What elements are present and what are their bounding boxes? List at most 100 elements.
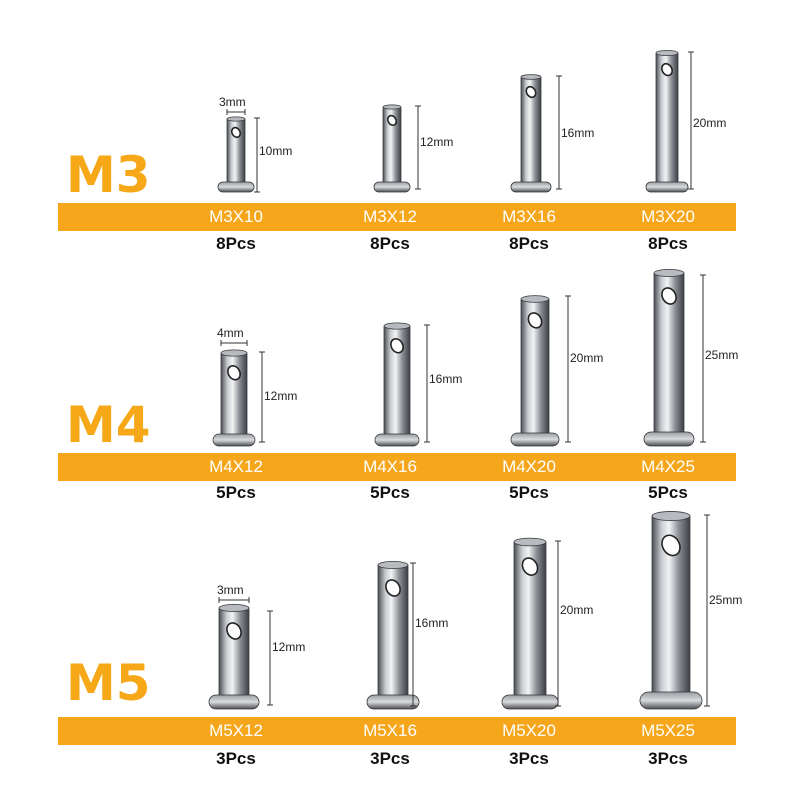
pin-size-label: M4X16 (363, 457, 417, 476)
pin-head (501, 694, 559, 710)
size-band (58, 717, 736, 745)
length-label: 25mm (709, 593, 743, 607)
pin-tip (383, 322, 411, 330)
pin-hole (527, 312, 543, 329)
length-dimension (688, 51, 694, 190)
pin-size-label: M5X16 (363, 721, 417, 740)
length-label: 16mm (561, 126, 595, 140)
size-label: M4 (66, 396, 151, 454)
diameter-dimension (226, 109, 246, 115)
pin-size-label: M3X12 (363, 207, 417, 226)
length-label: 20mm (560, 603, 594, 617)
pin-size-label: M5X25 (641, 721, 695, 740)
pin-tip (520, 295, 550, 303)
pin-quantity: 5Pcs (216, 483, 256, 502)
pin-tip (655, 49, 679, 57)
pin-hole (385, 579, 401, 597)
pin-size-label: M4X25 (641, 457, 695, 476)
length-dimension (556, 75, 562, 190)
clevis-pin (217, 116, 255, 193)
pin-quantity: 8Pcs (216, 234, 256, 253)
length-dimension (700, 274, 706, 443)
size-label: M3 (66, 146, 151, 204)
length-label: 20mm (693, 116, 727, 130)
diameter-label: 4mm (217, 326, 244, 340)
pin-hole (661, 287, 677, 305)
pin-head (645, 181, 689, 193)
pin-tip (520, 74, 542, 80)
clevis-pin (366, 561, 420, 710)
pin-hole (390, 338, 404, 354)
pin-tip (651, 511, 691, 521)
pin-quantity: 3Pcs (509, 749, 549, 768)
length-dimension (254, 117, 260, 193)
pin-head (217, 181, 255, 193)
pin-head (374, 433, 420, 447)
clevis-pin (373, 104, 411, 193)
length-label: 25mm (705, 348, 739, 362)
pin-size-label: M3X16 (502, 207, 556, 226)
pin-tip (377, 561, 409, 570)
pin-tip (226, 116, 246, 122)
clevis-pin (374, 322, 420, 447)
pin-hole (660, 62, 674, 77)
pin-hole (386, 114, 398, 126)
length-label: 20mm (570, 351, 604, 365)
pin-shaft (220, 351, 248, 438)
pin-hole (227, 365, 241, 381)
pin-quantity: 8Pcs (370, 234, 410, 253)
pin-hole (230, 126, 242, 138)
pin-tip (653, 268, 685, 277)
length-dimension (565, 295, 571, 443)
clevis-pin (510, 295, 560, 447)
clevis-pin (212, 349, 256, 447)
pin-quantity: 3Pcs (216, 749, 256, 768)
diameter-label: 3mm (219, 95, 246, 109)
pin-hole (521, 557, 539, 576)
pin-quantity: 5Pcs (509, 483, 549, 502)
pin-head (643, 431, 695, 447)
pin-tip (218, 604, 250, 613)
diameter-dimension (218, 597, 250, 603)
length-dimension (267, 610, 273, 706)
length-dimension (259, 351, 265, 443)
length-label: 16mm (429, 372, 463, 386)
pin-quantity: 8Pcs (648, 234, 688, 253)
clevis-pin (643, 268, 695, 447)
pin-head (212, 433, 256, 447)
length-dimension (555, 540, 561, 707)
pin-size-label: M3X10 (209, 207, 263, 226)
pin-quantity: 5Pcs (370, 483, 410, 502)
clevis-pin (639, 511, 703, 710)
pin-hole (525, 85, 537, 99)
pin-size-label: M5X20 (502, 721, 556, 740)
pin-size-label: M3X20 (641, 207, 695, 226)
pin-quantity: 3Pcs (648, 749, 688, 768)
pin-size-label: M5X12 (209, 721, 263, 740)
pin-head (373, 181, 411, 193)
diameter-dimension (220, 340, 248, 346)
pin-head (510, 432, 560, 447)
clevis-pin (501, 537, 559, 710)
length-dimension (704, 514, 710, 707)
pin-head (208, 694, 260, 710)
pin-head (510, 181, 552, 193)
clevis-pin (510, 74, 552, 193)
length-dimension (415, 105, 421, 190)
clevis-pin (645, 49, 689, 193)
pin-quantity: 5Pcs (648, 483, 688, 502)
length-label: 10mm (259, 144, 293, 158)
pin-tip (513, 537, 547, 547)
pin-head (366, 694, 420, 710)
pin-hole (661, 534, 681, 557)
size-band (58, 203, 736, 231)
size-label: M5 (66, 654, 151, 712)
length-label: 16mm (415, 616, 449, 630)
size-band (58, 453, 736, 481)
pin-quantity: 8Pcs (509, 234, 549, 253)
pin-hole (226, 622, 242, 640)
pin-size-label: M4X12 (209, 457, 263, 476)
pin-quantity: 3Pcs (370, 749, 410, 768)
pin-tip (220, 349, 248, 357)
